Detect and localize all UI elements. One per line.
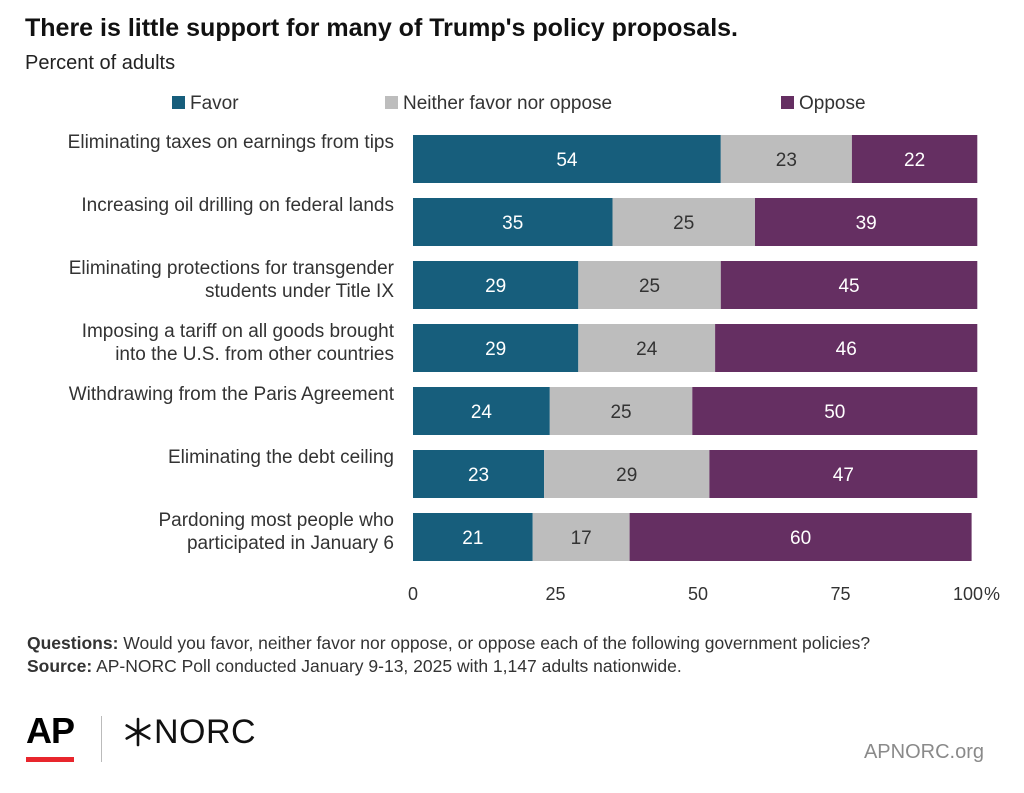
bar-value-1-2: 39 (856, 213, 877, 234)
chart-legend: Favor Neither favor nor oppose Oppose (172, 93, 866, 114)
bar-6-0 (413, 513, 533, 561)
bar-value-2-1: 25 (639, 276, 660, 297)
legend-label-2: Oppose (799, 93, 866, 114)
bar-2-2 (720, 261, 978, 309)
legend-swatch-2 (781, 96, 794, 109)
x-tick-3: 75 (830, 584, 850, 604)
category-labels: Eliminating taxes on earnings from tips I… (68, 132, 395, 554)
bar-value-5-0: 23 (468, 465, 489, 486)
bar-value-6-0: 21 (462, 528, 483, 549)
x-axis: 0 25 50 75 100% (408, 584, 1000, 604)
bar-value-0-0: 54 (556, 150, 578, 171)
x-unit-label: % (984, 584, 1000, 604)
bar-1-0 (413, 198, 613, 246)
bar-value-1-1: 25 (673, 213, 694, 234)
bar-value-4-1: 25 (610, 402, 631, 423)
bar-value-5-1: 29 (616, 465, 637, 486)
chart-title: There is little support for many of Trum… (25, 14, 739, 42)
legend-swatch-1 (385, 96, 398, 109)
bar-0-0 (413, 135, 721, 183)
bar-6-1 (532, 513, 630, 561)
bar-4-1 (549, 387, 693, 435)
legend-label-1: Neither favor nor oppose (403, 93, 612, 114)
bar-1-1 (612, 198, 755, 246)
x-tick-4: 100 (953, 584, 983, 604)
bar-3-0 (413, 324, 579, 372)
x-tick-1: 25 (545, 584, 565, 604)
bar-3-2 (715, 324, 978, 372)
norc-star-icon (125, 717, 151, 747)
bar-value-6-2: 60 (790, 528, 811, 549)
bar-2-1 (578, 261, 721, 309)
x-tick-2: 50 (688, 584, 708, 604)
category-label-1-0: Increasing oil drilling on federal lands (81, 195, 394, 216)
bar-5-0 (413, 450, 545, 498)
source-note: Source: AP-NORC Poll conducted January 9… (27, 655, 870, 678)
logo-divider (101, 716, 102, 762)
category-label-6-0: Pardoning most people who (158, 510, 394, 531)
bar-1-2 (755, 198, 978, 246)
bar-value-0-2: 22 (904, 150, 925, 171)
category-label-2-1: students under Title IX (205, 281, 394, 302)
source-label: Source: (27, 656, 93, 676)
category-label-6-1: participated in January 6 (187, 533, 394, 554)
chart-bars: 54 23 22 35 25 39 29 25 45 29 24 46 24 25 50 23 29 47 21 17… (413, 135, 978, 561)
questions-text: Would you favor, neither favor nor oppos… (123, 633, 871, 653)
bar-value-6-1: 17 (571, 528, 592, 549)
bar-value-3-2: 46 (836, 339, 857, 360)
bar-3-1 (578, 324, 716, 372)
bar-0-2 (851, 135, 978, 183)
category-label-2-0: Eliminating protections for transgender (69, 258, 395, 279)
bar-5-1 (544, 450, 710, 498)
category-label-4-0: Withdrawing from the Paris Agreement (69, 384, 395, 405)
stacked-bar-chart: Favor Neither favor nor oppose Oppose 54 23… (68, 93, 1000, 604)
norc-logo: NORC (122, 714, 256, 750)
bar-value-2-0: 29 (485, 276, 506, 297)
category-label-0-0: Eliminating taxes on earnings from tips (68, 132, 394, 153)
ap-logo-underline (26, 757, 74, 762)
site-url: APNORC.org (863, 741, 984, 763)
bar-value-1-0: 35 (502, 213, 523, 234)
bar-value-3-1: 24 (636, 339, 658, 360)
bar-value-0-1: 23 (776, 150, 797, 171)
bar-value-4-2: 50 (824, 402, 845, 423)
category-label-3-1: into the U.S. from other countries (115, 344, 394, 365)
bar-value-2-2: 45 (838, 276, 859, 297)
bar-value-5-2: 47 (833, 465, 854, 486)
bar-4-2 (692, 387, 978, 435)
legend-swatch-0 (172, 96, 185, 109)
bar-value-3-0: 29 (485, 339, 506, 360)
legend-label-0: Favor (190, 93, 239, 114)
norc-logo-text: NORC (154, 713, 257, 751)
questions-note: Questions: Would you favor, neither favo… (27, 632, 870, 655)
bar-4-0 (413, 387, 550, 435)
source-text: AP-NORC Poll conducted January 9-13, 202… (96, 656, 682, 676)
bar-6-2 (629, 513, 972, 561)
bar-0-1 (720, 135, 852, 183)
questions-label: Questions: (27, 633, 119, 653)
category-label-5-0: Eliminating the debt ceiling (168, 447, 394, 468)
ap-logo: AP (26, 710, 75, 751)
category-label-3-0: Imposing a tariff on all goods brought (82, 321, 395, 342)
bar-5-2 (709, 450, 978, 498)
bar-value-4-0: 24 (471, 402, 493, 423)
chart-notes: Questions: Would you favor, neither favo… (27, 632, 870, 678)
x-tick-0: 0 (408, 584, 418, 604)
bar-2-0 (413, 261, 579, 309)
chart-subtitle: Percent of adults (25, 52, 176, 74)
